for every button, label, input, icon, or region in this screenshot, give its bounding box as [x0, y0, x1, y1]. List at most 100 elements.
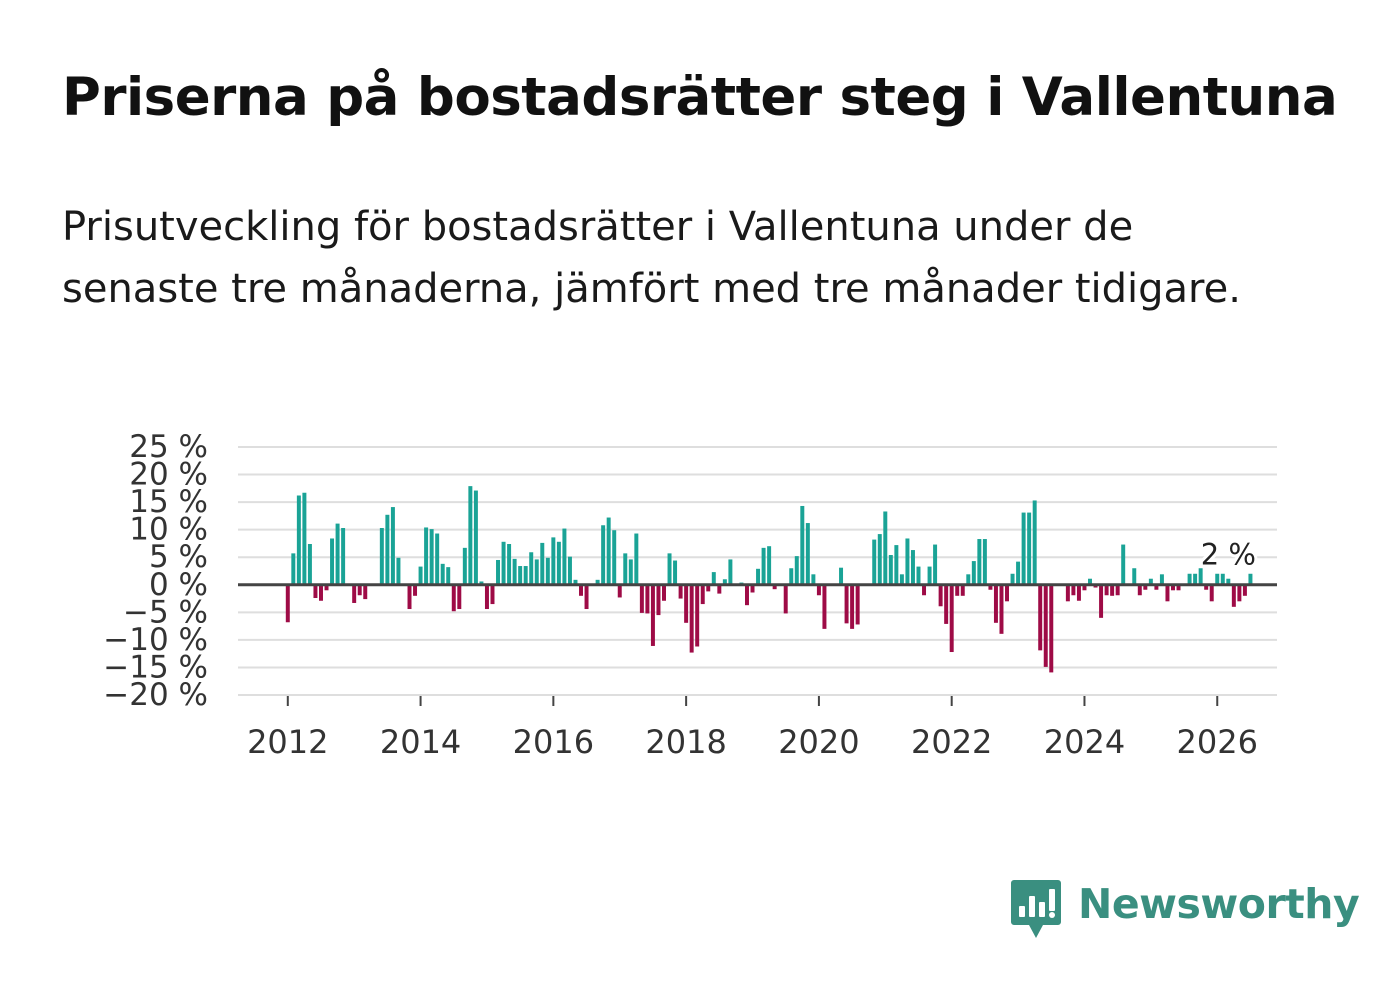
bar [888, 555, 893, 585]
bar [667, 553, 672, 585]
bar [396, 557, 401, 585]
bar [429, 529, 434, 585]
bar [562, 528, 567, 585]
bar [711, 572, 716, 585]
bar [1132, 568, 1137, 585]
bar [662, 584, 666, 601]
bar [650, 584, 655, 646]
bar [490, 584, 495, 605]
bar [634, 533, 639, 585]
page-subtitle: Prisutveckling för bostadsrätter i Valle… [62, 204, 1241, 312]
bar [933, 544, 938, 585]
bar [424, 527, 429, 585]
bar [319, 584, 323, 601]
bar [695, 584, 700, 647]
bar [623, 553, 628, 585]
bar [484, 584, 489, 610]
bar [1010, 573, 1015, 585]
bar [977, 539, 982, 585]
bar [462, 547, 467, 585]
bar [700, 584, 705, 605]
bar [1099, 584, 1104, 618]
x-tick-label: 2026 [1177, 723, 1258, 761]
bar [496, 559, 501, 585]
x-tick-label: 2018 [645, 723, 726, 761]
bar [545, 557, 550, 585]
x-tick-label: 2016 [513, 723, 594, 761]
bar [850, 584, 855, 629]
bar [324, 584, 329, 591]
bar [1071, 584, 1076, 596]
bar [1215, 573, 1220, 585]
bar [628, 559, 633, 585]
bar [767, 546, 772, 585]
bar [872, 539, 877, 585]
bar [1176, 584, 1181, 591]
bar [1171, 584, 1175, 591]
bar [988, 584, 993, 590]
bar [1193, 573, 1198, 585]
bar [656, 584, 661, 616]
bar [352, 584, 357, 603]
bar [761, 547, 766, 585]
bars [285, 486, 1253, 673]
x-tick-label: 2012 [247, 723, 328, 761]
bar [529, 552, 534, 585]
bar [556, 541, 561, 585]
bar [302, 492, 307, 585]
bar [468, 486, 473, 585]
bar [706, 584, 711, 592]
bar [1043, 584, 1048, 667]
bar [993, 584, 998, 623]
bar [794, 556, 799, 585]
bar [1148, 578, 1153, 585]
bar [844, 584, 849, 624]
bar [1226, 578, 1231, 585]
bar [645, 584, 650, 614]
bar [390, 507, 395, 585]
bar [1231, 584, 1236, 607]
bar-chart: 25 %20 %15 %10 %5 %0 %−5 %−10 %−15 %−20 … [103, 429, 1277, 761]
bar [296, 495, 301, 585]
bar [440, 563, 445, 585]
bar [927, 566, 932, 585]
bar [540, 542, 545, 585]
bar [1198, 568, 1203, 585]
bar [905, 538, 910, 585]
bar [811, 574, 816, 585]
bar [822, 584, 827, 629]
bar [1082, 584, 1087, 591]
bar [839, 567, 844, 585]
bar [728, 559, 733, 585]
bar [1016, 561, 1021, 585]
y-tick-label: 5 % [149, 539, 208, 575]
bar [966, 574, 971, 585]
latest-value-label: 2 % [1201, 538, 1256, 572]
bar [418, 566, 423, 585]
bar [916, 566, 921, 585]
bar [982, 539, 987, 585]
x-axis-ticks: 2012 2014 2016 2018 2020 2022 2024 2026 [247, 696, 1258, 761]
bar [855, 584, 860, 625]
x-tick-label: 2022 [911, 723, 992, 761]
bar [1121, 544, 1126, 585]
bar [1110, 584, 1115, 596]
bar [330, 538, 335, 585]
y-axis-ticks: 25 %20 %15 %10 %5 %0 %−5 %−10 %−15 %−20 … [103, 429, 208, 713]
bar [1209, 584, 1214, 602]
bar [413, 584, 418, 596]
bar [800, 505, 805, 585]
y-tick-label: −5 % [123, 594, 208, 630]
bar [1137, 584, 1142, 596]
bar [363, 584, 368, 600]
bar [501, 541, 506, 585]
bar [722, 579, 727, 585]
bar [534, 559, 539, 585]
bar [335, 523, 340, 585]
y-tick-label: −10 % [103, 622, 208, 658]
bar [971, 561, 976, 585]
y-tick-label: 20 % [129, 457, 208, 493]
bar [1049, 584, 1054, 673]
bar [518, 566, 523, 585]
gridlines [238, 446, 1277, 696]
